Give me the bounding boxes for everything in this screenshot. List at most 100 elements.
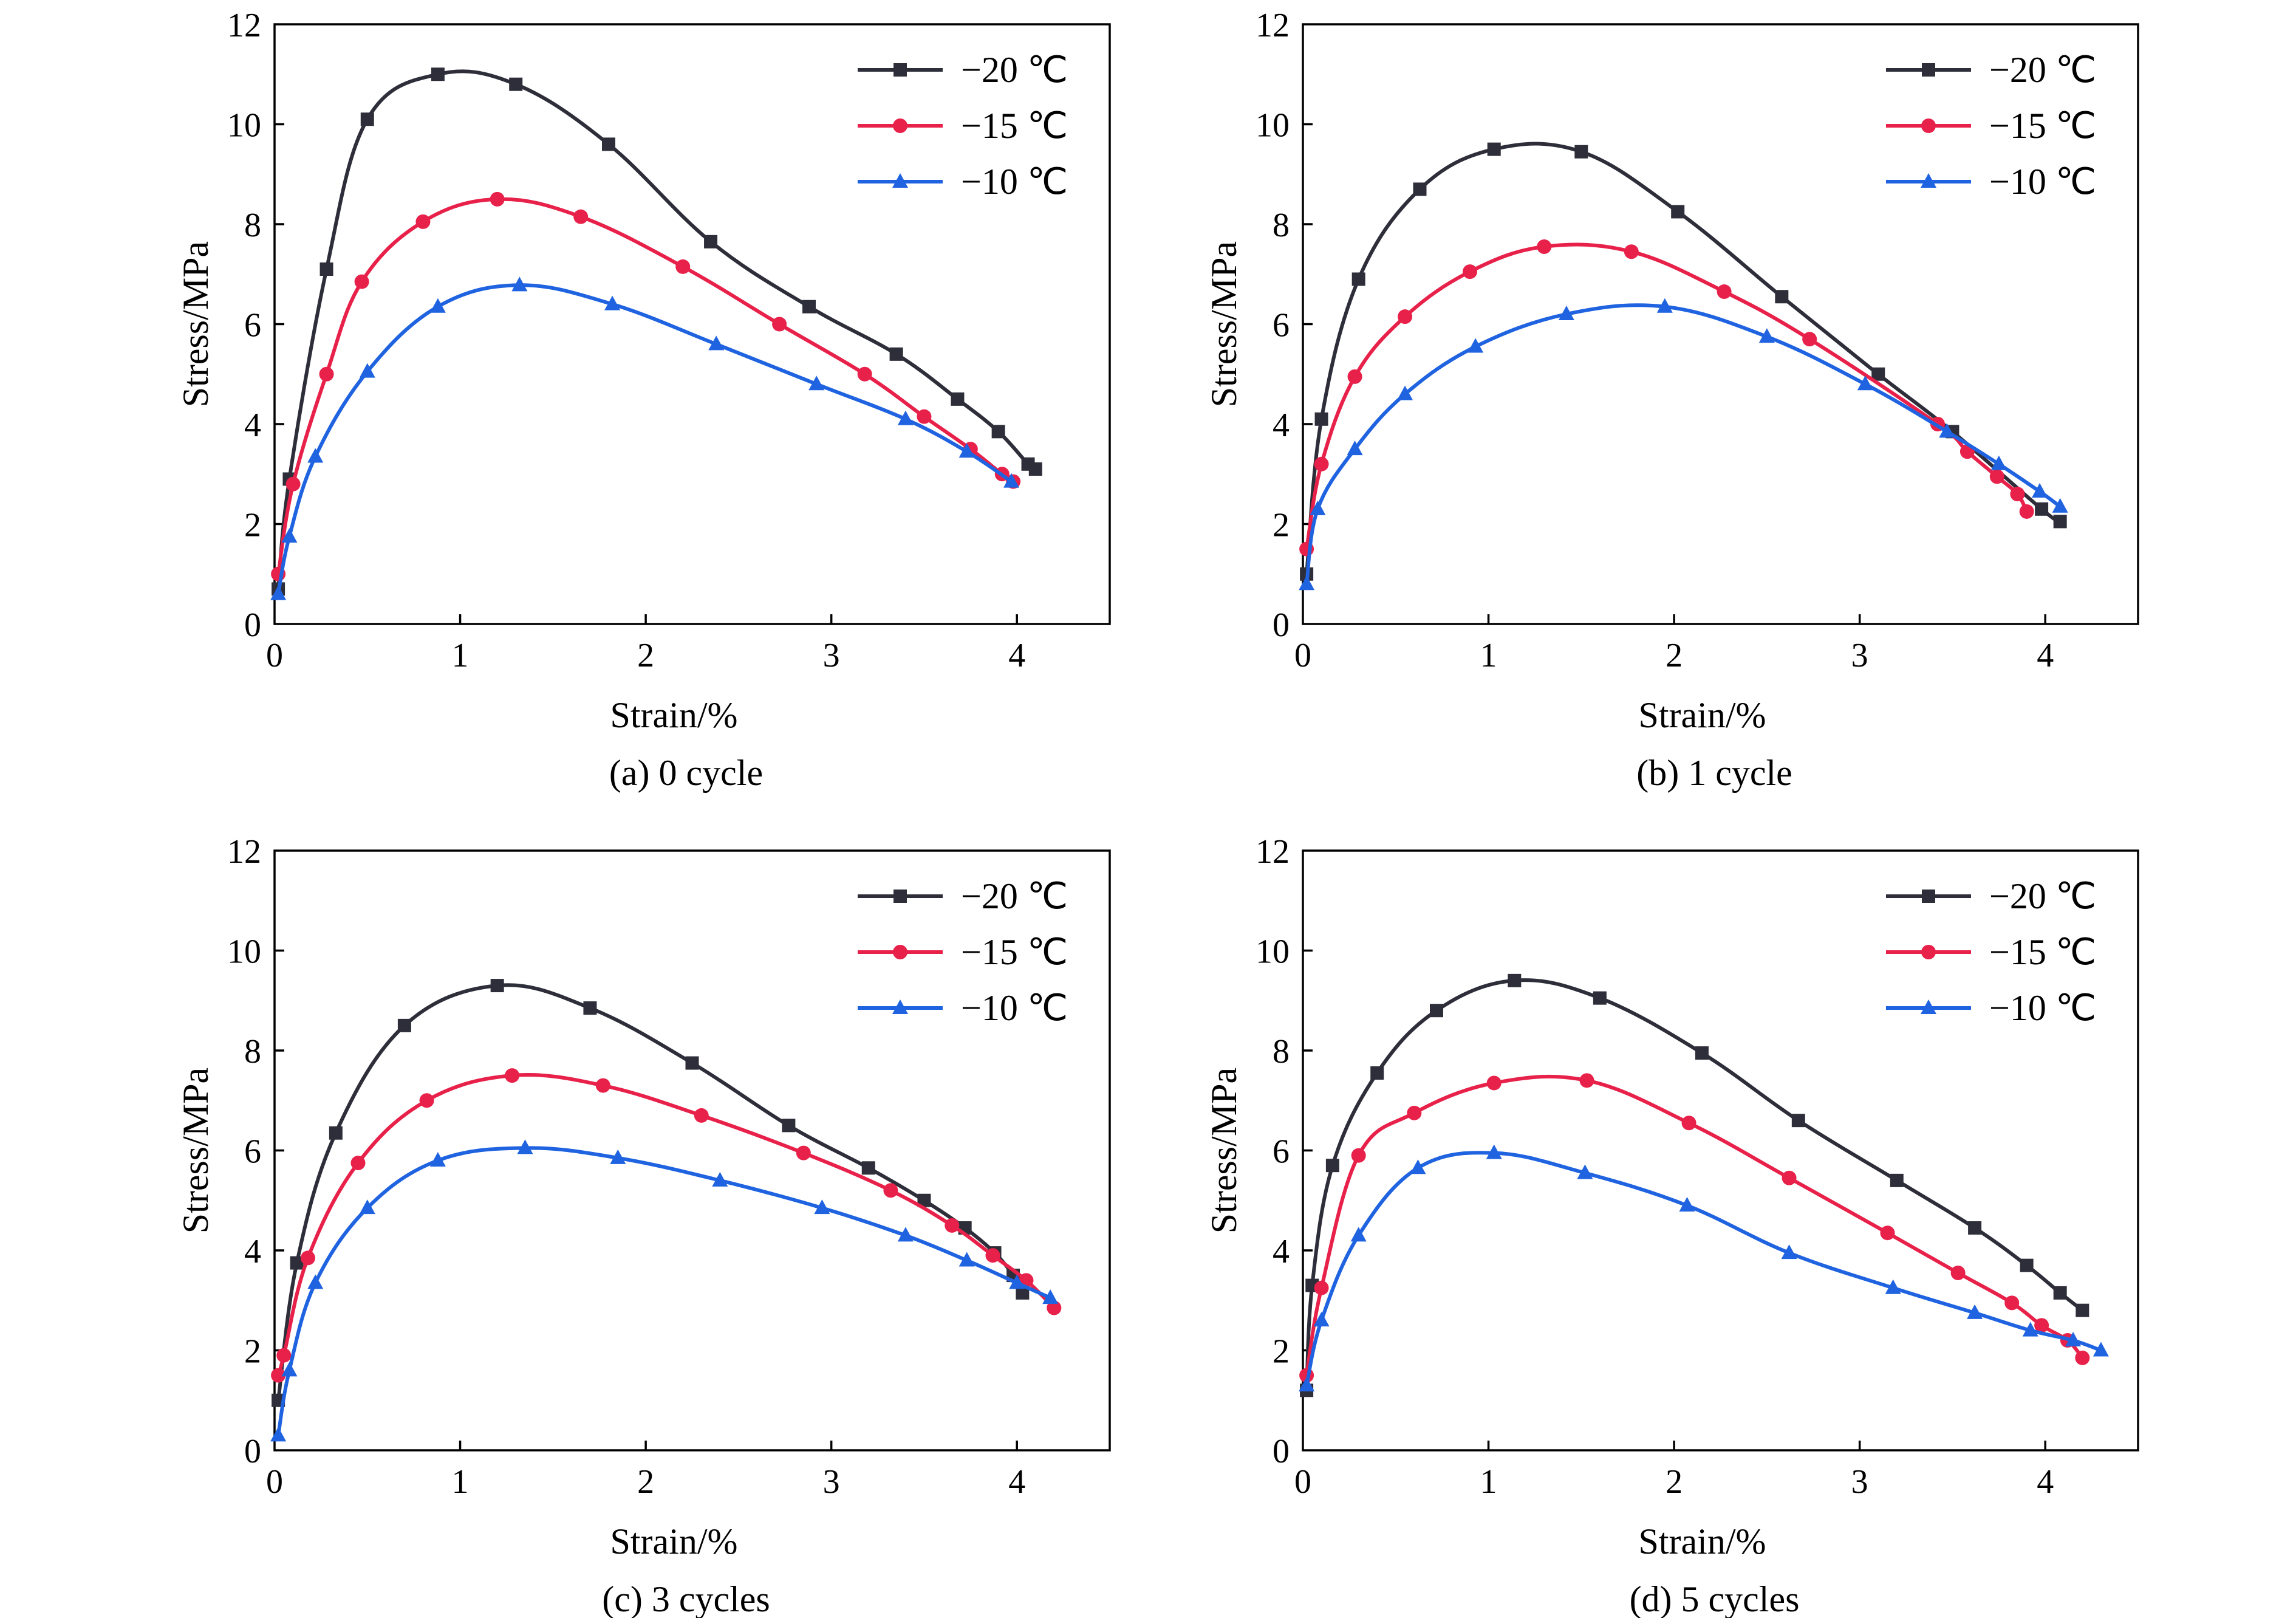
data-point (1758, 328, 1775, 343)
data-point (360, 112, 374, 126)
data-point (307, 1274, 324, 1289)
data-point (1593, 991, 1607, 1005)
data-point (945, 1218, 960, 1233)
y-axis-title: Stress/MPa (1204, 241, 1244, 407)
data-point (281, 528, 298, 543)
y-tick-label: 4 (244, 1233, 261, 1270)
x-tick-label: 3 (1851, 637, 1868, 674)
data-point (1939, 423, 1955, 438)
x-tick-label: 2 (1666, 637, 1683, 674)
data-point (1467, 338, 1484, 353)
data-point (1885, 1279, 1901, 1294)
data-point (319, 262, 333, 276)
data-point (270, 1427, 287, 1442)
data-point (329, 1126, 343, 1140)
data-point (897, 410, 914, 425)
data-point (281, 1362, 298, 1377)
data-point (2075, 1350, 2090, 1365)
y-tick-label: 0 (1273, 1433, 1290, 1470)
legend-label: −10 ℃ (961, 162, 1068, 202)
data-point (604, 295, 621, 310)
y-tick-label: 8 (1273, 207, 1290, 244)
data-point (307, 448, 324, 463)
x-tick-label: 1 (452, 1463, 469, 1501)
data-point (708, 335, 725, 351)
x-tick-label: 3 (823, 1463, 840, 1501)
data-point (985, 1248, 1000, 1263)
data-point (889, 347, 903, 361)
data-point (2020, 1258, 2034, 1272)
x-tick-label: 0 (1294, 637, 1311, 674)
data-point (1950, 1266, 1966, 1281)
y-axis-title: Stress/MPa (176, 241, 216, 407)
data-point (359, 363, 375, 378)
data-point (1574, 145, 1588, 159)
data-point (1463, 264, 1477, 279)
y-tick-label: 0 (1273, 606, 1290, 644)
data-point (1398, 309, 1413, 324)
data-point (2032, 483, 2048, 498)
legend-marker (892, 173, 908, 188)
data-point (431, 67, 445, 81)
data-point (271, 1368, 286, 1383)
legend-marker (893, 890, 907, 903)
data-point (772, 317, 787, 332)
data-point (2019, 504, 2034, 519)
data-point (505, 1068, 520, 1083)
legend-item: −20 ℃ (858, 50, 1068, 90)
data-point (1579, 1073, 1594, 1088)
y-tick-label: 12 (1256, 833, 1290, 871)
data-point (1314, 456, 1329, 471)
data-point (1028, 462, 1042, 476)
x-tick-label: 0 (1294, 1463, 1311, 1501)
data-point (1671, 205, 1685, 219)
data-point (2065, 1332, 2082, 1347)
data-point (1558, 306, 1574, 321)
y-tick-label: 0 (244, 1433, 261, 1470)
data-point (1313, 1312, 1330, 1327)
data-point (675, 259, 691, 274)
data-point (685, 1056, 699, 1070)
legend: −20 ℃ −15 ℃ −10 ℃ (1886, 50, 2096, 202)
series-line (276, 1072, 1056, 1377)
y-tick-label: 12 (227, 7, 261, 44)
legend-item: −10 ℃ (858, 988, 1068, 1028)
data-point (595, 1078, 610, 1093)
data-point (1717, 284, 1732, 300)
data-point (290, 1256, 304, 1270)
legend-marker (1922, 63, 1935, 77)
data-point (573, 209, 589, 224)
y-tick-label: 10 (1256, 933, 1290, 971)
data-point (1681, 1116, 1696, 1131)
legend-item: −15 ℃ (858, 106, 1068, 146)
data-point (1486, 1144, 1502, 1159)
y-axis-title: Stress/MPa (1204, 1068, 1244, 1233)
y-tick-label: 10 (227, 933, 261, 971)
data-point (1009, 1274, 1025, 1289)
legend-marker (893, 63, 907, 77)
series-minus-20-c (1300, 142, 2067, 581)
data-point (1871, 367, 1885, 381)
legend-item: −10 ℃ (1886, 988, 2096, 1028)
y-tick-label: 10 (1256, 107, 1290, 145)
series-line (276, 983, 1025, 1402)
data-point (1679, 1196, 1695, 1212)
legend-marker (893, 118, 907, 133)
legend-marker (893, 945, 907, 959)
data-point (951, 392, 965, 406)
data-point (1410, 1159, 1426, 1174)
legend-marker (1921, 173, 1936, 188)
data-point (1314, 412, 1328, 426)
data-point (1782, 1170, 1797, 1185)
data-point (1880, 1225, 1895, 1241)
data-point (857, 366, 872, 382)
legend-label: −15 ℃ (1989, 932, 2096, 972)
data-point (2052, 498, 2068, 513)
data-point (2053, 1286, 2067, 1300)
data-point (1990, 455, 2007, 470)
data-point (285, 476, 301, 492)
series-minus-15-c (271, 191, 1021, 581)
data-point (1775, 290, 1789, 304)
data-point (1042, 1289, 1059, 1304)
